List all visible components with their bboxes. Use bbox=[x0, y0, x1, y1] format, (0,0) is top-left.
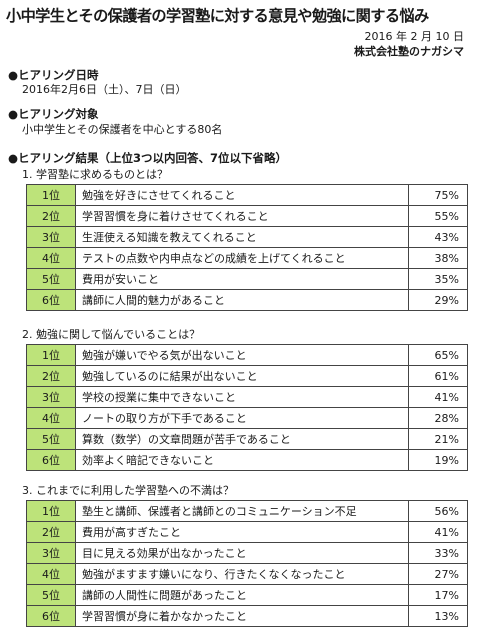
rank-cell: 2位 bbox=[26, 365, 76, 387]
table-row: 2位 費用が高すぎたこと 41% bbox=[26, 521, 468, 543]
table-row: 6位 講師に人間的魅力があること 29% bbox=[26, 289, 468, 311]
rank-cell: 3位 bbox=[26, 226, 76, 248]
rank-cell: 5位 bbox=[26, 428, 76, 450]
rank-cell: 2位 bbox=[26, 521, 76, 543]
item-cell: 勉強しているのに結果が出ないこと bbox=[75, 365, 409, 387]
report-date: 2016 年 2 月 10 日 bbox=[364, 30, 464, 43]
percent-cell: 56% bbox=[408, 500, 468, 522]
percent-cell: 29% bbox=[408, 289, 468, 311]
ranking-table: 1位 勉強が嫌いでやる気が出ないこと 65% 2位 勉強しているのに結果が出ないこと 6… bbox=[26, 344, 468, 471]
table-row: 6位 学習習慣が身に着かなかったこと 13% bbox=[26, 605, 468, 627]
rank-cell: 2位 bbox=[26, 205, 76, 227]
rank-cell: 6位 bbox=[26, 605, 76, 627]
rank-cell: 6位 bbox=[26, 289, 76, 311]
percent-cell: 13% bbox=[408, 605, 468, 627]
rank-cell: 4位 bbox=[26, 407, 76, 429]
percent-cell: 17% bbox=[408, 584, 468, 606]
table-row: 5位 算数（数学）の文章問題が苦手であること 21% bbox=[26, 428, 468, 450]
percent-cell: 41% bbox=[408, 386, 468, 408]
item-cell: 効率よく暗記できないこと bbox=[75, 449, 409, 471]
table-row: 1位 勉強を好きにさせてくれること 75% bbox=[26, 184, 468, 206]
table-row: 6位 効率よく暗記できないこと 19% bbox=[26, 449, 468, 471]
item-cell: 学習習慣を身に着けさせてくれること bbox=[75, 205, 409, 227]
rank-cell: 1位 bbox=[26, 184, 76, 206]
section-heading-target: ●ヒアリング対象 bbox=[8, 107, 99, 121]
table-row: 3位 生涯使える知識を教えてくれること 43% bbox=[26, 226, 468, 248]
question-title: 3. これまでに利用した学習塾への不満は？ bbox=[22, 484, 234, 497]
percent-cell: 75% bbox=[408, 184, 468, 206]
table-row: 2位 学習習慣を身に着けさせてくれること 55% bbox=[26, 205, 468, 227]
table-row: 1位 勉強が嫌いでやる気が出ないこと 65% bbox=[26, 344, 468, 366]
percent-cell: 38% bbox=[408, 247, 468, 269]
ranking-table: 1位 勉強を好きにさせてくれること 75% 2位 学習習慣を身に着けさせてくれること 5… bbox=[26, 184, 468, 311]
ranking-table: 1位 塾生と講師、保護者と講師とのコミュニケーション不足 56% 2位 費用が高すぎた… bbox=[26, 500, 468, 627]
percent-cell: 33% bbox=[408, 542, 468, 564]
percent-cell: 27% bbox=[408, 563, 468, 585]
table-row: 2位 勉強しているのに結果が出ないこと 61% bbox=[26, 365, 468, 387]
item-cell: 目に見える効果が出なかったこと bbox=[75, 542, 409, 564]
table-row: 5位 費用が安いこと 35% bbox=[26, 268, 468, 290]
table-row: 4位 ノートの取り方が下手であること 28% bbox=[26, 407, 468, 429]
percent-cell: 61% bbox=[408, 365, 468, 387]
item-cell: 学習習慣が身に着かなかったこと bbox=[75, 605, 409, 627]
item-cell: テストの点数や内申点などの成績を上げてくれること bbox=[75, 247, 409, 269]
question-title: 1. 学習塾に求めるものとは？ bbox=[22, 168, 168, 181]
table-row: 3位 学校の授業に集中できないこと 41% bbox=[26, 386, 468, 408]
percent-cell: 35% bbox=[408, 268, 468, 290]
rank-cell: 4位 bbox=[26, 563, 76, 585]
rank-cell: 5位 bbox=[26, 584, 76, 606]
percent-cell: 41% bbox=[408, 521, 468, 543]
rank-cell: 3位 bbox=[26, 542, 76, 564]
rank-cell: 4位 bbox=[26, 247, 76, 269]
table-row: 5位 講師の人間性に問題があったこと 17% bbox=[26, 584, 468, 606]
rank-cell: 1位 bbox=[26, 344, 76, 366]
table-row: 4位 勉強がますます嫌いになり、行きたくなくなったこと 27% bbox=[26, 563, 468, 585]
percent-cell: 28% bbox=[408, 407, 468, 429]
table-row: 4位 テストの点数や内申点などの成績を上げてくれること 38% bbox=[26, 247, 468, 269]
item-cell: 講師の人間性に問題があったこと bbox=[75, 584, 409, 606]
item-cell: 学校の授業に集中できないこと bbox=[75, 386, 409, 408]
rank-cell: 3位 bbox=[26, 386, 76, 408]
percent-cell: 43% bbox=[408, 226, 468, 248]
question-title: 2. 勉強に関して悩んでいることは？ bbox=[22, 328, 201, 341]
percent-cell: 55% bbox=[408, 205, 468, 227]
item-cell: 費用が安いこと bbox=[75, 268, 409, 290]
company-name: 株式会社塾のナガシマ bbox=[354, 45, 464, 58]
percent-cell: 21% bbox=[408, 428, 468, 450]
section-text-dates: 2016年2月6日（土）、7日（日） bbox=[22, 83, 187, 96]
item-cell: 塾生と講師、保護者と講師とのコミュニケーション不足 bbox=[75, 500, 409, 522]
page-title: 小中学生とその保護者の学習塾に対する意見や勉強に関する悩み bbox=[6, 7, 429, 25]
item-cell: 算数（数学）の文章問題が苦手であること bbox=[75, 428, 409, 450]
item-cell: 勉強がますます嫌いになり、行きたくなくなったこと bbox=[75, 563, 409, 585]
percent-cell: 19% bbox=[408, 449, 468, 471]
item-cell: ノートの取り方が下手であること bbox=[75, 407, 409, 429]
rank-cell: 6位 bbox=[26, 449, 76, 471]
rank-cell: 5位 bbox=[26, 268, 76, 290]
section-text-target: 小中学生とその保護者を中心とする80名 bbox=[22, 123, 223, 136]
rank-cell: 1位 bbox=[26, 500, 76, 522]
item-cell: 生涯使える知識を教えてくれること bbox=[75, 226, 409, 248]
section-heading-dates: ●ヒアリング日時 bbox=[8, 68, 99, 82]
percent-cell: 65% bbox=[408, 344, 468, 366]
item-cell: 勉強が嫌いでやる気が出ないこと bbox=[75, 344, 409, 366]
item-cell: 勉強を好きにさせてくれること bbox=[75, 184, 409, 206]
table-row: 1位 塾生と講師、保護者と講師とのコミュニケーション不足 56% bbox=[26, 500, 468, 522]
section-heading-results: ●ヒアリング結果（上位3つ以内回答、7位以下省略） bbox=[8, 151, 288, 165]
item-cell: 講師に人間的魅力があること bbox=[75, 289, 409, 311]
item-cell: 費用が高すぎたこと bbox=[75, 521, 409, 543]
table-row: 3位 目に見える効果が出なかったこと 33% bbox=[26, 542, 468, 564]
